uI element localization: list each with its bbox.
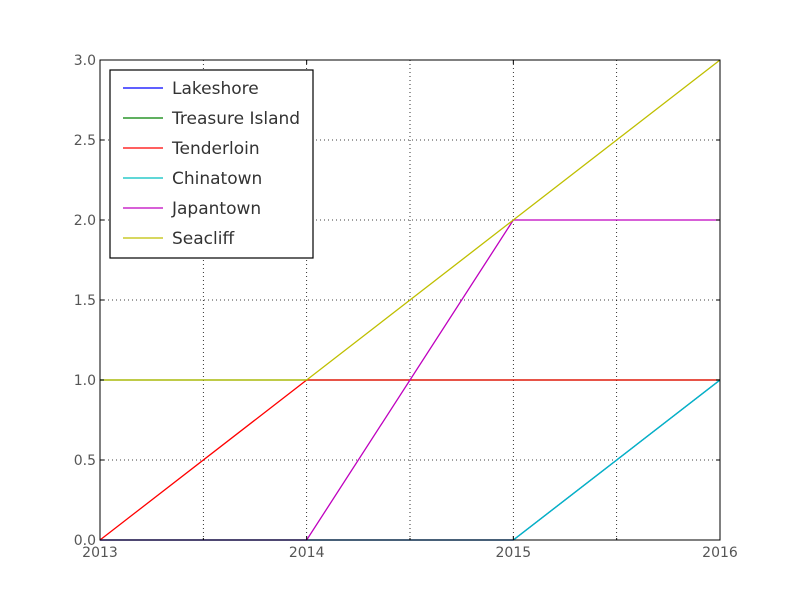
legend: Lakeshore Treasure Island Tenderloin Chinat…: [109, 69, 314, 259]
y-tick-label: 2.5: [74, 133, 96, 149]
y-tick-label: 3.0: [74, 53, 96, 69]
legend-label: Treasure Island: [171, 109, 300, 129]
legend-label: Tenderloin: [171, 139, 260, 159]
x-tick-label: 2015: [496, 545, 532, 561]
y-tick-label: 1.0: [74, 373, 96, 389]
legend-label: Lakeshore: [172, 79, 259, 99]
legend-label: Japantown: [171, 199, 261, 219]
x-tick-label: 2014: [289, 545, 325, 561]
x-tick-label: 2016: [702, 545, 738, 561]
legend-box: [109, 69, 314, 259]
series-line-seacliff: [100, 59, 721, 381]
y-tick-label: 1.5: [74, 293, 96, 309]
x-tick-label: 2013: [82, 545, 118, 561]
legend-label: Seacliff: [172, 229, 235, 249]
axis-ticks: 2013 2014 2015 2016 0.0 0.5 1.0 1.5 2.0 2.5 3.0: [74, 53, 738, 561]
legend-label: Chinatown: [172, 169, 262, 189]
y-tick-label: 0.5: [74, 453, 96, 469]
y-tick-label: 0.0: [74, 533, 96, 549]
y-tick-label: 2.0: [74, 213, 96, 229]
